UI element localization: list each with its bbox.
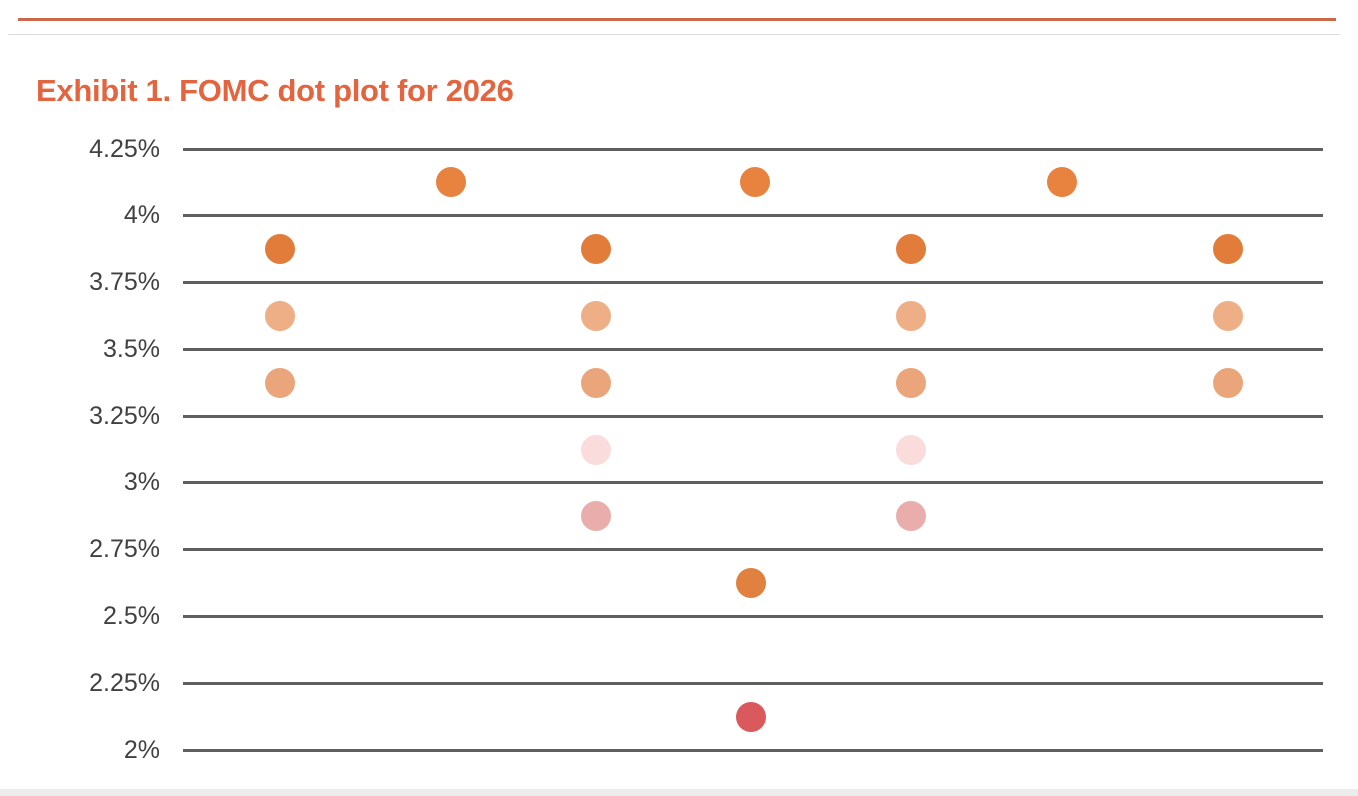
fomc-dot <box>735 568 766 599</box>
y-tick-label: 4% <box>123 201 160 230</box>
fomc-dot <box>1046 167 1077 198</box>
gridline <box>183 681 1323 685</box>
gridline <box>183 147 1323 151</box>
y-tick-label: 3.75% <box>89 268 160 297</box>
exhibit-title: Exhibit 1. FOMC dot plot for 2026 <box>36 72 514 108</box>
top-accent-rule <box>18 18 1336 21</box>
y-tick-label: 4.25% <box>89 134 160 163</box>
gridline <box>183 548 1323 552</box>
bottom-edge-strip <box>0 789 1358 796</box>
header-divider <box>8 34 1340 35</box>
fomc-dot <box>264 234 295 265</box>
fomc-dot <box>735 701 766 732</box>
y-tick-label: 2.75% <box>89 535 160 564</box>
gridline <box>183 281 1323 285</box>
fomc-dot <box>740 167 771 198</box>
y-tick-label: 3.5% <box>103 334 160 363</box>
fomc-dot <box>580 434 611 465</box>
gridline <box>183 414 1323 418</box>
fomc-dot <box>264 367 295 398</box>
fomc-dot <box>896 434 927 465</box>
fomc-dot <box>435 167 466 198</box>
y-tick-label: 2.5% <box>103 601 160 630</box>
gridline <box>183 347 1323 351</box>
y-tick-label: 3.25% <box>89 401 160 430</box>
fomc-dot <box>264 300 295 331</box>
gridline <box>183 214 1323 218</box>
gridline <box>183 748 1323 752</box>
fomc-dot <box>896 501 927 532</box>
y-tick-label: 3% <box>123 468 160 497</box>
fomc-dot <box>580 367 611 398</box>
fomc-dot <box>1213 300 1244 331</box>
y-tick-label: 2.25% <box>89 668 160 697</box>
gridline <box>183 481 1323 485</box>
gridline <box>183 614 1323 618</box>
fomc-dot <box>1213 234 1244 265</box>
fomc-dot <box>580 234 611 265</box>
fomc-dot <box>1213 367 1244 398</box>
fomc-dot <box>580 300 611 331</box>
fomc-dot <box>896 367 927 398</box>
fomc-dot <box>580 501 611 532</box>
fomc-dot <box>896 300 927 331</box>
y-tick-label: 2% <box>123 735 160 764</box>
fomc-dot <box>896 234 927 265</box>
